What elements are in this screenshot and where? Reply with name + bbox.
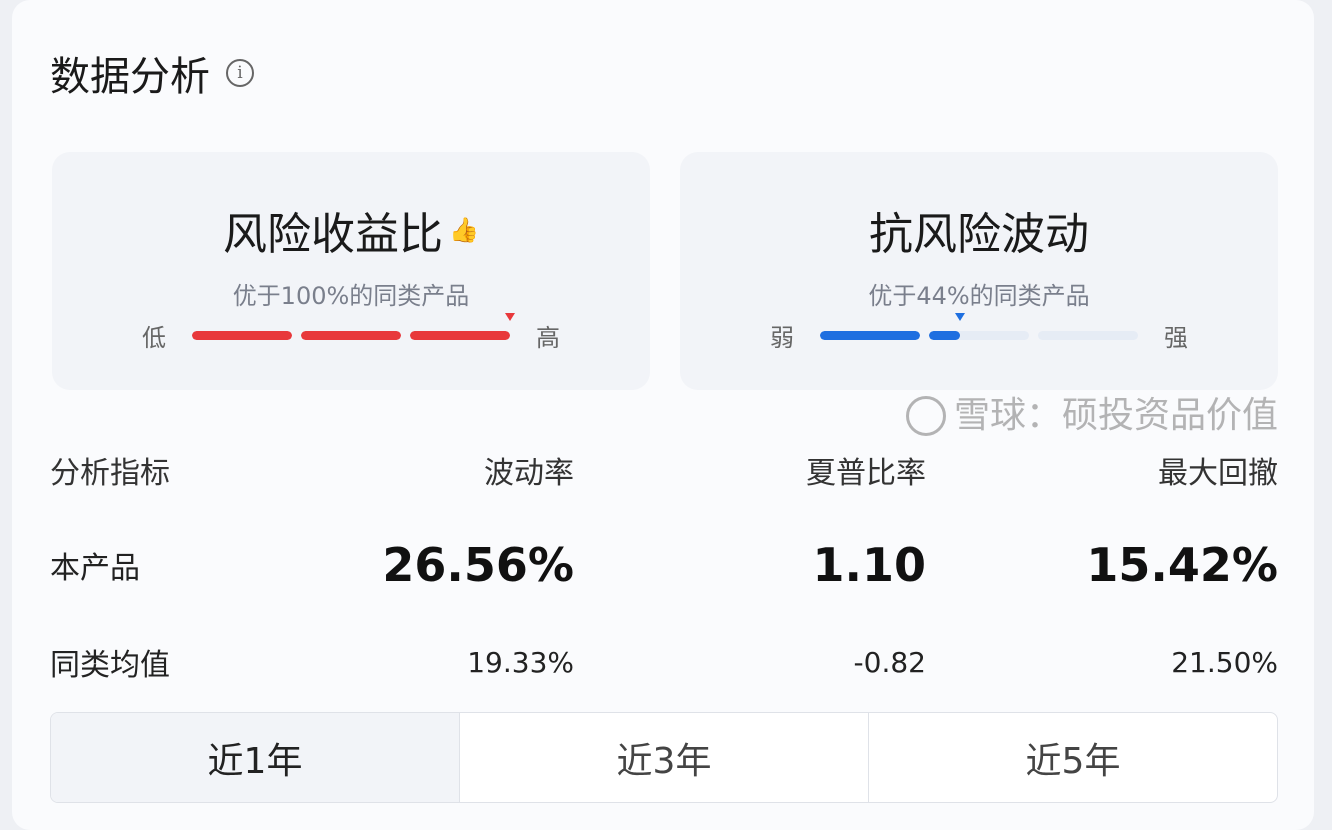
- bar-segment: [820, 331, 920, 340]
- header-metric: 分析指标: [50, 456, 170, 491]
- tab-1-year[interactable]: 近1年: [51, 713, 460, 802]
- header-volatility: 波动率: [484, 456, 574, 491]
- bar-segment: [1038, 331, 1138, 340]
- risk-return-panel: 风险收益比 👍 优于100%的同类产品 低 高: [52, 152, 650, 390]
- scale-high-label: 强: [1164, 324, 1188, 352]
- bar-fill: [301, 331, 401, 340]
- bar-segment: [410, 331, 510, 340]
- bar-fill: [410, 331, 510, 340]
- volatility-value: 26.56%: [382, 538, 574, 592]
- percentile-bar: [820, 313, 1138, 340]
- scale-high-label: 高: [536, 324, 560, 352]
- panel-title: 抗风险波动: [869, 209, 1089, 260]
- panel-subtitle: 优于44%的同类产品: [868, 282, 1090, 310]
- tab-3-years[interactable]: 近3年: [460, 713, 869, 802]
- max-drawdown-value: 21.50%: [1171, 645, 1278, 679]
- title-text: 数据分析: [50, 54, 210, 100]
- volatility-value: 19.33%: [467, 645, 574, 679]
- bar-fill: [192, 331, 292, 340]
- percentile-marker-icon: [954, 313, 965, 321]
- panel-title: 风险收益比: [223, 209, 444, 260]
- max-drawdown-value: 15.42%: [1086, 538, 1278, 592]
- sharpe-value: 1.10: [812, 538, 927, 592]
- panel-subtitle: 优于100%的同类产品: [232, 282, 470, 310]
- row-label: 同类均值: [50, 648, 170, 683]
- percentile-marker-icon: [505, 313, 515, 321]
- bar-segment: [301, 331, 401, 340]
- header-max-drawdown: 最大回撤: [1158, 456, 1278, 491]
- bar-fill: [929, 331, 960, 340]
- bar-fill: [820, 331, 920, 340]
- tab-5-years[interactable]: 近5年: [1025, 740, 1121, 782]
- sharpe-value: -0.82: [853, 645, 926, 679]
- data-analysis-card: [12, 0, 1314, 830]
- bar-segment: [929, 331, 1029, 340]
- scale-low-label: 低: [142, 324, 166, 352]
- scale-low-label: 弱: [770, 324, 794, 352]
- period-tabs: 近1年 近3年 近5年: [50, 712, 1278, 803]
- section-title: 数据分析 i: [50, 44, 254, 102]
- table-header: 分析指标 波动率 夏普比率 最大回撤: [50, 448, 1278, 492]
- table-row-average: 同类均值 19.33% -0.82 21.50%: [50, 640, 1278, 684]
- table-row-product: 本产品 26.56% 1.10 15.42%: [50, 538, 1278, 592]
- bar-segment: [192, 331, 292, 340]
- row-label: 本产品: [50, 551, 140, 586]
- anti-volatility-panel: 抗风险波动 优于44%的同类产品 弱 强: [680, 152, 1278, 390]
- header-sharpe: 夏普比率: [806, 456, 926, 491]
- percentile-bar: [192, 313, 515, 340]
- info-icon[interactable]: i: [226, 59, 254, 87]
- thumbs-up-icon: 👍: [449, 216, 479, 244]
